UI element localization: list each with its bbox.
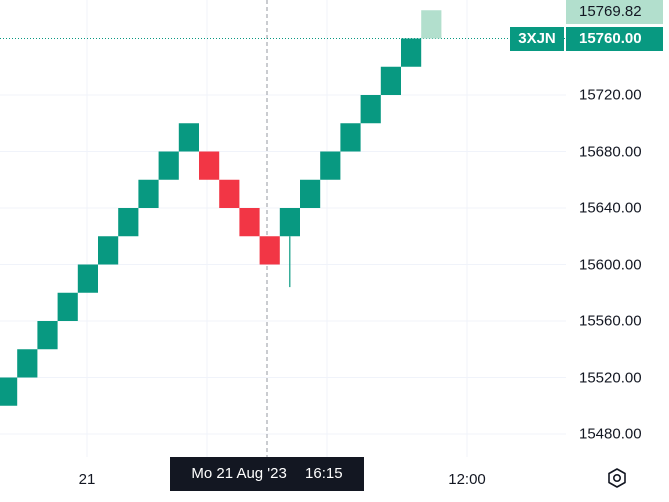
renko-brick bbox=[199, 151, 220, 180]
renko-brick bbox=[158, 151, 179, 180]
price-tick-label: 15720.00 bbox=[579, 86, 642, 104]
renko-brick bbox=[239, 208, 260, 237]
last-price-label: 15769.82 bbox=[566, 0, 663, 24]
price-tick-label: 15600.00 bbox=[579, 256, 642, 273]
renko-brick bbox=[77, 264, 98, 293]
renko-brick bbox=[0, 377, 18, 406]
renko-brick bbox=[401, 38, 422, 67]
renko-brick bbox=[178, 123, 199, 152]
renko-brick bbox=[380, 66, 401, 95]
current-price-label: 15760.00 bbox=[566, 27, 663, 51]
price-tick-label: 15560.00 bbox=[579, 312, 642, 330]
renko-brick bbox=[57, 292, 78, 321]
renko-chart bbox=[0, 0, 566, 457]
price-tick-label: 15520.00 bbox=[579, 369, 642, 386]
price-tick-label: 15640.00 bbox=[579, 199, 642, 217]
renko-brick bbox=[360, 95, 381, 124]
crosshair-date: Mo 21 Aug '23 bbox=[191, 465, 287, 482]
chart-pane[interactable] bbox=[0, 0, 566, 457]
crosshair-time-label: Mo 21 Aug '23 16:15 bbox=[170, 457, 364, 491]
renko-brick bbox=[138, 179, 159, 208]
renko-brick bbox=[340, 123, 361, 152]
renko-brick bbox=[17, 349, 38, 378]
price-axis[interactable]: 15720.00 15680.00 15640.00 15600.00 15560.00… bbox=[566, 0, 669, 457]
renko-brick bbox=[300, 179, 321, 208]
price-tick-label: 15680.00 bbox=[579, 143, 642, 160]
renko-brick bbox=[279, 208, 300, 237]
renko-brick bbox=[421, 10, 442, 39]
renko-brick bbox=[320, 151, 341, 180]
time-tick-label: 12:00 bbox=[448, 471, 486, 488]
settings-hexagon-icon bbox=[608, 468, 626, 488]
time-tick-label: 21 bbox=[78, 471, 96, 488]
renko-brick bbox=[259, 236, 280, 265]
renko-brick bbox=[118, 208, 139, 237]
crosshair-time: 16:15 bbox=[305, 465, 343, 482]
renko-brick bbox=[219, 179, 240, 208]
symbol-label: 3XJN bbox=[510, 27, 564, 51]
renko-brick bbox=[98, 236, 119, 265]
chart-settings-button[interactable] bbox=[604, 465, 630, 491]
renko-brick bbox=[37, 321, 58, 350]
price-tick-label: 15480.00 bbox=[579, 425, 642, 443]
